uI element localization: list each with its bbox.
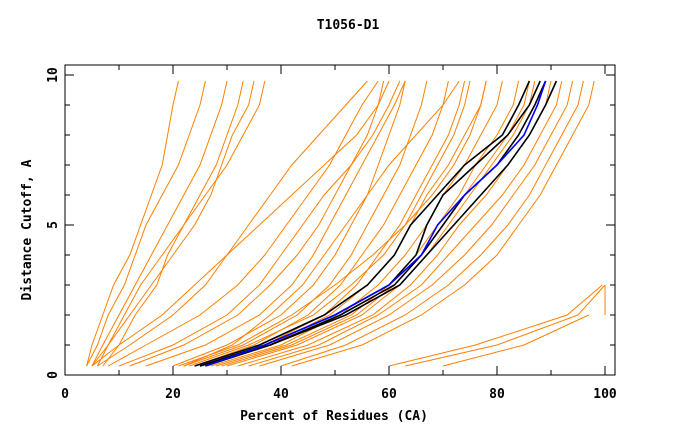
model-curve <box>442 314 590 367</box>
x-axis-label: Percent of Residues (CA) <box>240 409 428 424</box>
model-curve <box>91 80 266 367</box>
highlight-curve <box>194 80 531 367</box>
y-tick-label: 0 <box>46 371 61 379</box>
model-curve <box>86 80 179 367</box>
model-curve <box>221 80 530 367</box>
model-curve <box>388 284 603 367</box>
model-curve <box>91 80 390 367</box>
x-tick-label: 40 <box>273 387 289 402</box>
model-curve <box>97 80 368 367</box>
model-curve <box>172 80 406 367</box>
x-tick-label: 100 <box>593 387 617 402</box>
model-curve <box>210 80 503 367</box>
model-curve <box>107 80 379 367</box>
x-tick-label: 0 <box>61 387 69 402</box>
model-curve <box>183 80 428 367</box>
model-curve <box>259 80 574 367</box>
model-curve <box>280 80 584 367</box>
plot-frame <box>64 64 616 376</box>
model-curve <box>183 80 460 367</box>
model-curve <box>91 80 228 367</box>
model-curve <box>248 80 563 367</box>
model-curve <box>189 80 471 367</box>
y-axis-label: Distance Cutoff, A <box>20 159 35 300</box>
model-curve <box>291 80 595 367</box>
highlight-curve <box>199 80 558 367</box>
highlight-curve <box>199 80 541 367</box>
x-tick-label: 20 <box>165 387 181 402</box>
x-tick-label: 60 <box>381 387 397 402</box>
model-curve <box>405 284 606 367</box>
model-curve <box>145 80 406 367</box>
model-curve <box>96 80 255 367</box>
model-curve <box>86 80 206 367</box>
x-tick-label: 80 <box>489 387 505 402</box>
y-tick-label: 5 <box>46 221 61 229</box>
chart-title: T1056-D1 <box>317 18 380 33</box>
highlight-curve <box>205 80 547 367</box>
y-tick-label: 10 <box>46 67 61 83</box>
model-curve <box>226 80 536 367</box>
model-curve <box>237 80 552 367</box>
model-curve <box>129 80 385 367</box>
reference-curve <box>205 80 547 367</box>
model-curve <box>194 80 449 367</box>
model-curve <box>118 80 401 367</box>
axes: 0 20 40 60 80 100 0 5 10 <box>46 64 617 402</box>
curves <box>86 80 606 367</box>
